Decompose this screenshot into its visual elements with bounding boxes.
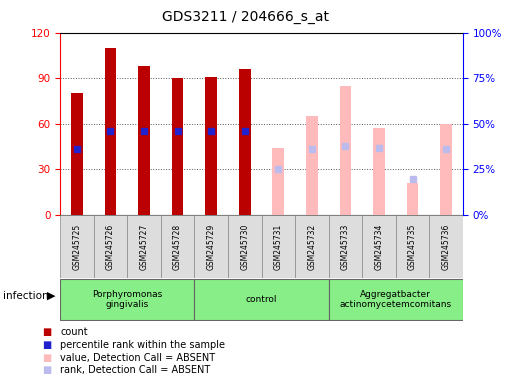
Text: ■: ■ — [42, 327, 52, 337]
Text: rank, Detection Call = ABSENT: rank, Detection Call = ABSENT — [60, 365, 210, 375]
Bar — [295, 215, 328, 278]
Text: infection: infection — [3, 291, 48, 301]
Text: GSM245725: GSM245725 — [72, 223, 82, 270]
Bar — [306, 116, 317, 215]
Bar — [373, 128, 385, 215]
Bar — [60, 215, 94, 278]
Text: GSM245726: GSM245726 — [106, 223, 115, 270]
Bar — [94, 215, 127, 278]
Bar — [362, 215, 396, 278]
Text: ■: ■ — [42, 353, 52, 362]
Text: control: control — [246, 295, 277, 304]
Text: GSM245728: GSM245728 — [173, 223, 182, 270]
Bar — [328, 215, 362, 278]
Bar — [228, 215, 262, 278]
Bar — [105, 48, 116, 215]
Bar — [239, 69, 251, 215]
Text: GSM245736: GSM245736 — [441, 223, 451, 270]
Text: GSM245733: GSM245733 — [341, 223, 350, 270]
Bar — [262, 215, 295, 278]
Text: GSM245735: GSM245735 — [408, 223, 417, 270]
Bar — [440, 124, 452, 215]
Bar — [272, 148, 284, 215]
Bar — [172, 78, 184, 215]
Bar — [328, 279, 463, 320]
Text: GSM245734: GSM245734 — [374, 223, 383, 270]
Bar — [195, 279, 328, 320]
Text: GSM245727: GSM245727 — [140, 223, 149, 270]
Text: ■: ■ — [42, 340, 52, 350]
Text: value, Detection Call = ABSENT: value, Detection Call = ABSENT — [60, 353, 215, 362]
Bar — [60, 279, 195, 320]
Bar — [127, 215, 161, 278]
Bar — [429, 215, 463, 278]
Text: GDS3211 / 204666_s_at: GDS3211 / 204666_s_at — [162, 10, 329, 23]
Text: ■: ■ — [42, 365, 52, 375]
Text: percentile rank within the sample: percentile rank within the sample — [60, 340, 225, 350]
Text: GSM245730: GSM245730 — [240, 223, 249, 270]
Bar — [161, 215, 195, 278]
Text: count: count — [60, 327, 88, 337]
Bar — [195, 215, 228, 278]
Text: GSM245732: GSM245732 — [308, 223, 316, 270]
Bar — [71, 93, 83, 215]
Text: ▶: ▶ — [47, 291, 55, 301]
Bar — [138, 66, 150, 215]
Text: GSM245731: GSM245731 — [274, 223, 283, 270]
Text: Porphyromonas
gingivalis: Porphyromonas gingivalis — [92, 290, 162, 309]
Text: Aggregatbacter
actinomycetemcomitans: Aggregatbacter actinomycetemcomitans — [339, 290, 452, 309]
Bar — [206, 77, 217, 215]
Bar — [396, 215, 429, 278]
Bar — [407, 183, 418, 215]
Bar — [339, 86, 351, 215]
Text: GSM245729: GSM245729 — [207, 223, 215, 270]
